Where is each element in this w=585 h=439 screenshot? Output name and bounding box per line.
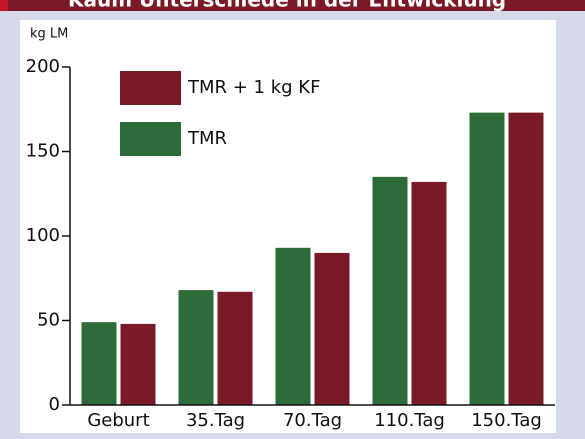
y-tick-label: 150	[26, 141, 60, 162]
title-bar	[0, 0, 585, 11]
bar	[178, 290, 214, 405]
bar	[120, 323, 156, 405]
legend-label: TMR	[187, 128, 227, 149]
x-tick-label: Geburt	[87, 410, 149, 431]
legend-swatch	[120, 71, 181, 105]
bar	[217, 291, 253, 405]
x-tick-label: 110.Tag	[374, 410, 445, 431]
bar	[411, 181, 447, 405]
bar	[508, 112, 544, 405]
x-tick-label: 35.Tag	[186, 410, 245, 431]
bar	[314, 252, 350, 405]
legend-swatch	[120, 122, 181, 156]
bar	[469, 112, 505, 405]
bar	[275, 247, 311, 405]
chart-title: Kaum Unterschiede in der Entwicklung	[68, 0, 506, 12]
x-tick-label: 70.Tag	[283, 410, 342, 431]
bar	[372, 176, 408, 405]
legend-label: TMR + 1 kg KF	[187, 77, 320, 98]
y-axis-label: kg LM	[30, 27, 68, 42]
y-tick-label: 200	[26, 56, 60, 77]
y-tick-label: 50	[37, 310, 60, 331]
x-tick-label: 150.Tag	[471, 410, 542, 431]
bar	[81, 322, 117, 405]
y-tick-label: 0	[49, 394, 60, 415]
title-marker	[0, 0, 8, 11]
y-tick-label: 100	[26, 225, 60, 246]
